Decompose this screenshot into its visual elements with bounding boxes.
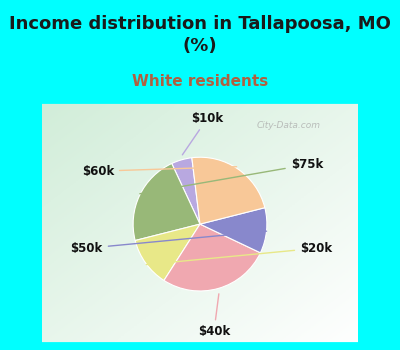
Text: $40k: $40k (198, 294, 230, 338)
Text: $75k: $75k (140, 158, 323, 194)
Wedge shape (200, 208, 267, 253)
Text: $20k: $20k (146, 242, 332, 265)
Text: $50k: $50k (70, 231, 266, 255)
Text: $10k: $10k (182, 112, 224, 155)
Text: Income distribution in Tallapoosa, MO
(%): Income distribution in Tallapoosa, MO (%… (9, 15, 391, 55)
Wedge shape (172, 158, 200, 224)
Wedge shape (164, 224, 260, 291)
Text: $60k: $60k (82, 164, 236, 178)
Text: City-Data.com: City-Data.com (256, 121, 320, 130)
Wedge shape (192, 157, 265, 224)
Text: White residents: White residents (132, 74, 268, 89)
Wedge shape (135, 224, 200, 280)
Wedge shape (133, 163, 200, 240)
